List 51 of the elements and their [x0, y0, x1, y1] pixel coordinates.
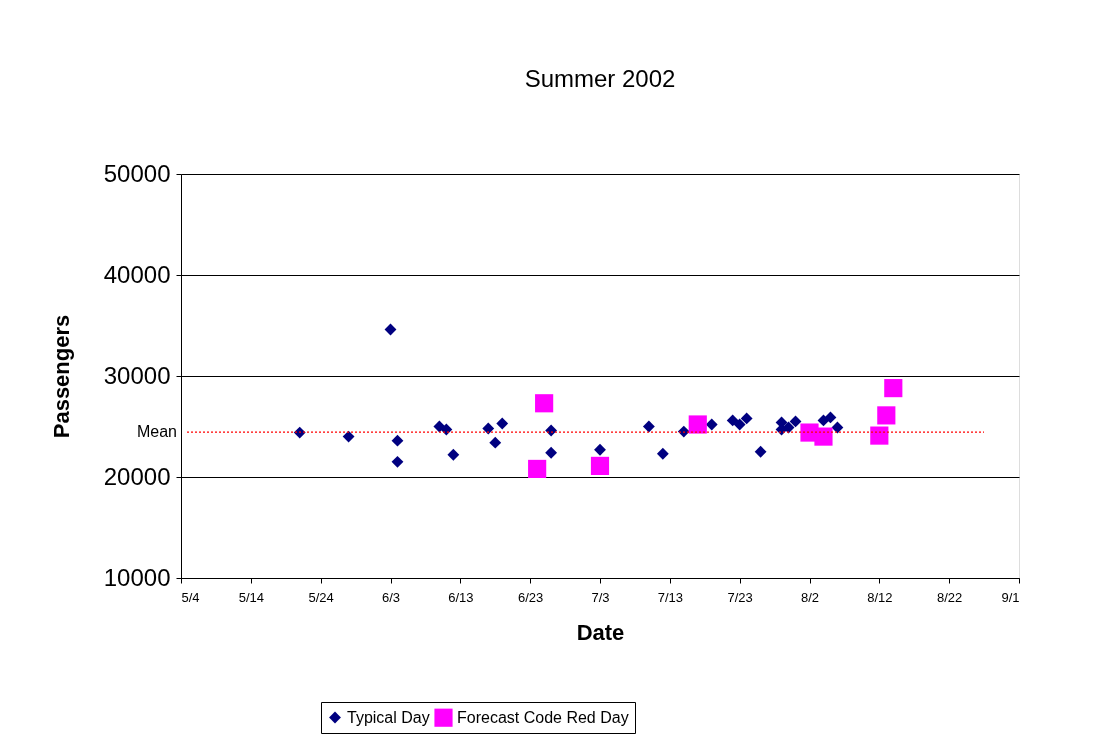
ref-line-label: Mean	[136, 423, 177, 441]
point	[342, 430, 355, 443]
point	[482, 422, 495, 435]
legend-label: Typical Day	[347, 708, 430, 726]
x-tick-label: 5/14	[238, 589, 264, 605]
x-tick-label: 7/23	[727, 589, 753, 605]
point	[824, 411, 837, 424]
point	[726, 414, 739, 427]
y-tick-label: 40000	[103, 260, 171, 288]
x-tick-label: 8/2	[800, 589, 820, 605]
point	[754, 445, 767, 458]
x-tick-label: 7/13	[657, 589, 683, 605]
point	[656, 447, 669, 460]
point	[877, 406, 896, 425]
y-axis-title: Passengers	[48, 314, 74, 439]
x-tick-label: 5/4	[181, 589, 200, 605]
y-tick-label: 30000	[103, 361, 171, 389]
x-tick-label: 7/3	[591, 589, 610, 605]
chart-title: Summer 2002	[524, 65, 676, 92]
point	[535, 394, 554, 413]
x-tick-label: 6/13	[448, 589, 474, 605]
x-tick-label: 8/22	[937, 589, 963, 605]
legend-label: Forecast Code Red Day	[457, 708, 629, 726]
point	[642, 420, 655, 433]
x-axis-title: Date	[576, 619, 625, 645]
point	[447, 448, 460, 461]
x-tick-label: 9/1	[1001, 589, 1020, 605]
point	[545, 446, 558, 459]
point	[496, 417, 509, 430]
point	[733, 418, 746, 431]
point	[705, 418, 718, 431]
point	[391, 455, 404, 468]
point	[528, 459, 547, 478]
point	[688, 415, 707, 434]
x-tick-label: 6/23	[518, 589, 544, 605]
point	[594, 443, 606, 456]
point	[433, 420, 446, 433]
point	[489, 436, 502, 449]
y-tick-label: 20000	[103, 462, 171, 490]
y-tick-label: 10000	[103, 563, 171, 591]
point	[789, 415, 802, 428]
point	[814, 427, 833, 446]
point	[870, 426, 889, 445]
point	[884, 379, 903, 398]
x-tick-label: 6/3	[381, 589, 401, 605]
x-tick-label: 8/12	[867, 589, 893, 605]
point	[740, 412, 753, 425]
point	[391, 434, 404, 447]
y-tick-label: 50000	[103, 159, 171, 187]
point	[590, 456, 610, 475]
x-tick-label: 5/24	[308, 589, 334, 605]
